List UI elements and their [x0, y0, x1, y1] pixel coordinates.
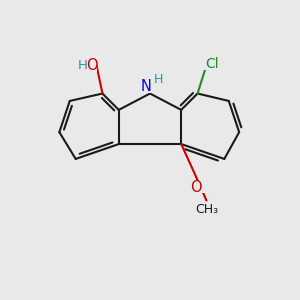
Text: O: O — [190, 180, 202, 195]
FancyBboxPatch shape — [187, 181, 205, 193]
Text: Cl: Cl — [206, 57, 219, 71]
Text: H: H — [154, 73, 164, 86]
Text: O: O — [86, 58, 98, 73]
Text: N: N — [141, 79, 152, 94]
FancyBboxPatch shape — [75, 59, 97, 71]
FancyBboxPatch shape — [140, 80, 160, 93]
Text: H: H — [77, 59, 87, 72]
Text: CH₃: CH₃ — [195, 203, 218, 216]
FancyBboxPatch shape — [203, 58, 222, 70]
FancyBboxPatch shape — [195, 203, 218, 215]
